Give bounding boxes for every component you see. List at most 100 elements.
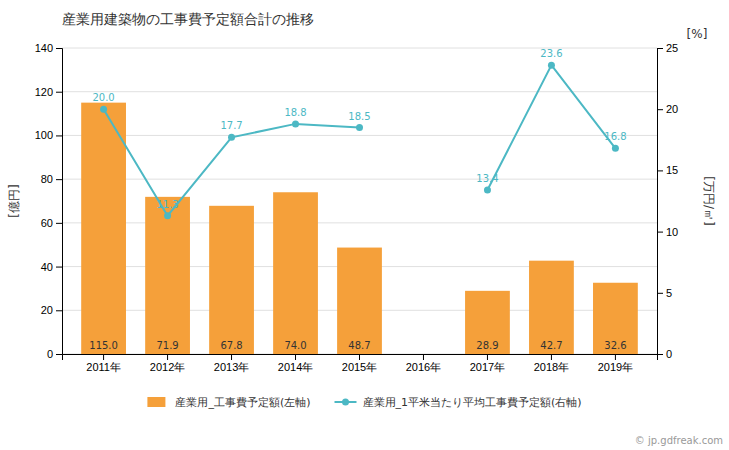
y-tick-mark	[56, 92, 62, 93]
x-tick-mark	[167, 354, 168, 360]
x-tick-label: 2014年	[278, 361, 313, 373]
y2-tick: 5	[657, 287, 672, 299]
x-tick-label: 2018年	[534, 361, 569, 373]
bar	[465, 291, 510, 354]
bar	[529, 261, 574, 354]
grid-line	[62, 48, 657, 49]
legend-swatch	[147, 397, 165, 407]
y2-tick-label: 15	[666, 164, 678, 176]
bar	[81, 103, 126, 354]
y-tick: 80	[41, 173, 62, 185]
bar-label: 28.9	[476, 340, 498, 351]
y-tick-label: 0	[47, 348, 53, 360]
y2-tick: 20	[657, 103, 678, 115]
y-axis: 020406080100120140	[35, 42, 63, 360]
y2-tick-mark	[657, 232, 663, 233]
bar	[401, 354, 446, 355]
x-tick: 2013年	[214, 354, 249, 373]
y2-tick-label: 10	[666, 226, 678, 238]
y-tick: 40	[41, 261, 62, 273]
y-tick: 120	[35, 86, 62, 98]
line-label: 23.6	[540, 48, 562, 59]
y-tick-label: 40	[41, 261, 53, 273]
y-tick-label: 20	[41, 304, 53, 316]
y2-tick: 15	[657, 164, 678, 176]
y-tick-label: 120	[35, 86, 53, 98]
x-tick: 2014年	[278, 354, 313, 373]
point	[164, 212, 171, 219]
x-tick-mark	[423, 354, 424, 360]
point	[228, 134, 235, 141]
y2-tick-mark	[657, 109, 663, 110]
data-labels: 115.071.967.874.048.728.942.732.620.011.…	[89, 48, 626, 351]
y-tick-mark	[56, 223, 62, 224]
y-tick-mark	[56, 179, 62, 180]
annotation: [%]	[687, 27, 708, 41]
line-label: 16.8	[604, 131, 626, 142]
bar	[593, 283, 638, 354]
plot: 02040608010012014005101520252011年2012年20…	[7, 11, 716, 373]
watermark: © jp.gdfreak.com	[635, 435, 723, 446]
y-tick-label: 80	[41, 173, 53, 185]
legend-item: 産業用_1平米当たり平均工事費予定額(右軸)	[335, 396, 582, 409]
title: 産業用建築物の工事費予定額合計の推移	[62, 11, 314, 27]
grid-line	[62, 91, 657, 92]
y2-tick-label: 25	[666, 42, 678, 54]
y-tick-mark	[56, 48, 62, 49]
legend-label: 産業用_1平米当たり平均工事費予定額(右軸)	[363, 396, 582, 409]
x-tick-mark	[103, 354, 104, 360]
y-tick-mark	[56, 267, 62, 268]
line-label: 18.5	[348, 111, 370, 122]
line	[104, 65, 616, 216]
y-tick-mark	[56, 135, 62, 136]
x-tick: 2017年	[470, 354, 505, 373]
x-tick-mark	[359, 354, 360, 360]
y-axis-label: [億円]	[7, 184, 21, 217]
y2-tick-mark	[657, 48, 663, 49]
line-label: 17.7	[220, 120, 242, 131]
grid-line	[62, 135, 657, 136]
line-label: 20.0	[92, 92, 114, 103]
legend: 産業用_工事費予定額(左軸) 産業用_1平米当たり平均工事費予定額(右軸)	[147, 396, 581, 409]
x-tick: 2012年	[150, 354, 185, 373]
point	[484, 186, 491, 193]
point	[548, 62, 555, 69]
x-tick: 2015年	[342, 354, 377, 373]
line-series	[100, 62, 619, 220]
x-tick-mark	[295, 354, 296, 360]
x-tick-label: 2015年	[342, 361, 377, 373]
y2-tick-label: 20	[666, 103, 678, 115]
x-tick-label: 2016年	[406, 361, 441, 373]
bar	[145, 197, 190, 354]
y-tick: 0	[47, 348, 62, 360]
point	[612, 145, 619, 152]
y2-tick-label: 5	[666, 287, 672, 299]
bar-label: 48.7	[348, 340, 370, 351]
x-axis: 2011年 2012年 2013年 2014年 2015年 2016年 2017年 2018年…	[63, 354, 658, 373]
y2-tick: 0	[657, 348, 672, 360]
x-tick-label: 2011年	[86, 361, 121, 373]
y2-tick-label: 0	[666, 348, 672, 360]
bar	[209, 206, 254, 354]
line-label: 13.4	[476, 173, 498, 184]
y-tick-label: 60	[41, 217, 53, 229]
x-tick-mark	[551, 354, 552, 360]
x-axis-line	[63, 355, 658, 361]
bar-label: 67.8	[220, 340, 242, 351]
x-tick-label: 2013年	[214, 361, 249, 373]
y2-tick-mark	[657, 293, 663, 294]
y2-axis-line	[658, 49, 664, 355]
bar-label: 71.9	[156, 340, 178, 351]
legend-item: 産業用_工事費予定額(左軸)	[147, 396, 310, 409]
y-tick-mark	[56, 354, 62, 355]
x-tick: 2011年	[86, 354, 121, 373]
bar	[337, 248, 382, 354]
x-tick-mark	[615, 354, 616, 360]
y2-tick: 25	[657, 42, 678, 54]
y-axis-line	[56, 49, 63, 355]
bar-label: 115.0	[89, 340, 118, 351]
y2-tick-mark	[657, 170, 663, 171]
x-tick-label: 2019年	[598, 361, 633, 373]
point	[292, 120, 299, 127]
point	[356, 124, 363, 131]
